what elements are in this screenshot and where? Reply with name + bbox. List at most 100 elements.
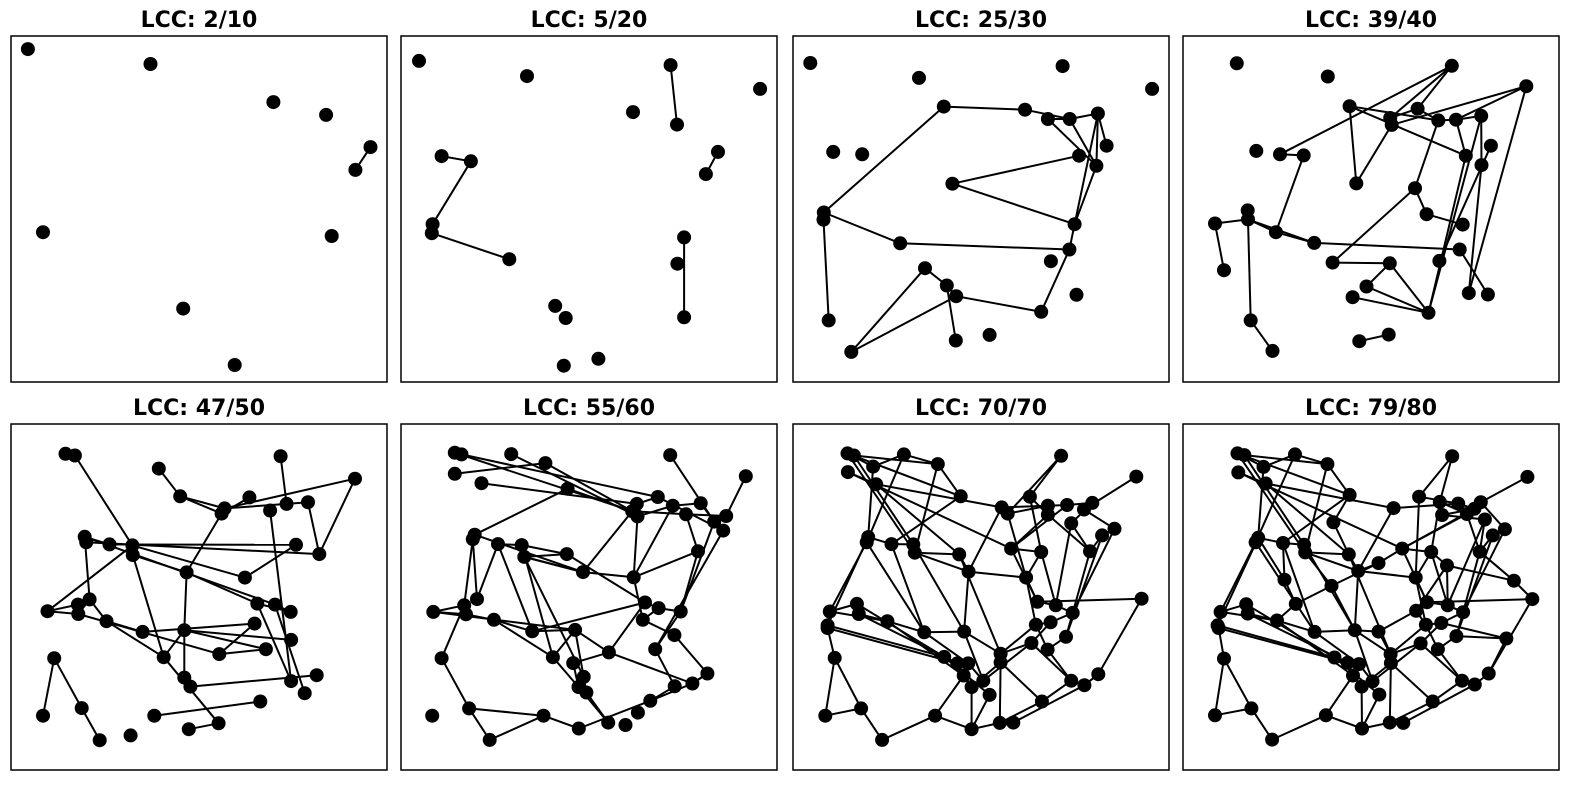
graph-node — [558, 311, 573, 325]
graph-node — [1365, 674, 1380, 689]
graph-edge — [890, 543, 926, 633]
graph-edge — [1040, 551, 1057, 606]
graph-node — [1030, 594, 1045, 609]
graph-node — [844, 344, 859, 359]
graph-node — [1085, 495, 1100, 510]
graph-edge — [142, 622, 255, 633]
graph-edge — [1419, 642, 1463, 682]
graph-node — [937, 649, 952, 664]
graph-edge — [1414, 120, 1440, 189]
graph-edge — [1427, 115, 1483, 314]
graph-edge — [865, 541, 926, 633]
graph-edge — [431, 232, 510, 261]
graph-node — [638, 595, 652, 610]
panel-7: LCC: 70/70 — [792, 396, 1170, 771]
graph-node — [693, 496, 708, 511]
graph-node — [1040, 642, 1055, 657]
graph-node — [635, 612, 650, 627]
graph-edge — [1305, 551, 1349, 556]
graph-node — [1474, 108, 1489, 123]
graph-node — [1497, 522, 1512, 537]
graph-edge — [913, 463, 939, 553]
graph-node — [1208, 708, 1222, 723]
graph-edge — [912, 543, 965, 633]
graph-node — [753, 81, 768, 96]
graph-node — [1435, 508, 1450, 522]
graph-node — [211, 716, 226, 731]
graph-node — [454, 447, 469, 462]
panel-frame — [400, 35, 778, 383]
graph-node — [1241, 212, 1255, 227]
graph-node — [1129, 469, 1144, 484]
graph-node — [1089, 158, 1104, 173]
panel-title: LCC: 2/10 — [141, 8, 258, 33]
graph-node — [147, 708, 162, 723]
graph-edge — [53, 657, 83, 709]
graph-node — [1040, 507, 1055, 522]
graph-node — [820, 621, 835, 636]
graph-node — [1359, 279, 1374, 294]
graph-edge — [1214, 223, 1225, 271]
graph-node — [1342, 99, 1357, 114]
graph-edge — [853, 454, 938, 466]
graph-node — [673, 604, 688, 619]
graph-node — [912, 70, 926, 85]
graph-edge — [1314, 241, 1460, 251]
graph-edge — [1276, 619, 1354, 677]
graph-node — [601, 715, 616, 730]
graph-edge — [219, 648, 267, 656]
graph-node — [1472, 544, 1487, 559]
graph-edge — [827, 627, 958, 665]
graph-edge — [833, 657, 862, 709]
graph-edge — [461, 453, 659, 498]
graph-edge — [1223, 658, 1253, 709]
graph-node — [827, 650, 842, 665]
graph-node — [1455, 673, 1469, 688]
graph-node — [156, 650, 171, 665]
graph-node — [1419, 207, 1434, 222]
graph-edge — [318, 478, 356, 555]
graph-node — [822, 604, 837, 619]
graph-node — [667, 628, 682, 643]
graph-edge — [1353, 570, 1360, 631]
graph-edge — [1254, 541, 1316, 633]
graph-node — [40, 604, 55, 619]
graph-edge — [1304, 551, 1359, 572]
graph-edge — [46, 544, 134, 612]
graph-node — [1034, 545, 1049, 559]
graph-node — [1034, 304, 1049, 319]
graph-node — [643, 693, 658, 708]
graph-node — [1440, 598, 1455, 613]
graph-node — [1043, 615, 1058, 630]
graph-node — [1004, 541, 1019, 556]
graph-node — [1276, 536, 1290, 550]
graph-edge — [184, 629, 292, 641]
graph-node — [992, 715, 1007, 730]
graph-node — [1211, 621, 1226, 636]
graph-edge — [489, 714, 544, 741]
panel-4: LCC: 39/40 — [1182, 8, 1560, 383]
graph-node — [1265, 732, 1280, 747]
graph-edge — [999, 623, 1037, 655]
graph-edge — [307, 501, 321, 555]
graph-node — [1320, 457, 1335, 472]
graph-edge — [1438, 455, 1454, 503]
graph-node — [363, 140, 378, 155]
graph-edge — [431, 160, 472, 225]
graph-node — [465, 532, 480, 547]
graph-edge — [632, 516, 639, 578]
graph-node — [177, 623, 192, 638]
graph-edge — [1271, 714, 1327, 741]
graph-edge — [900, 242, 1070, 251]
graph-node — [1371, 624, 1386, 639]
graph-edge — [1330, 585, 1356, 631]
graph-node — [183, 679, 198, 694]
graph-node — [1288, 596, 1303, 611]
graph-node — [1481, 666, 1496, 681]
graph-edge — [1304, 551, 1333, 587]
graph-node — [875, 732, 890, 747]
graph-node — [961, 564, 976, 579]
graph-node — [1382, 256, 1397, 271]
graph-edge — [608, 601, 646, 653]
graph-edge — [1279, 64, 1453, 156]
